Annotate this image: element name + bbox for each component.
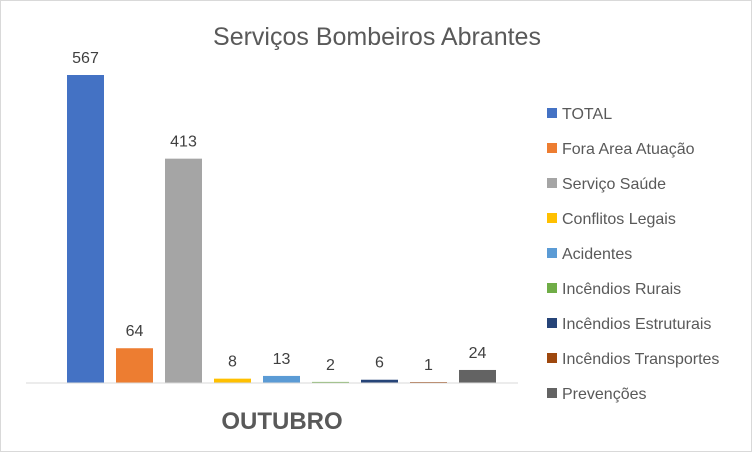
data-label-acidentes: 13 [273, 351, 291, 368]
data-label-prevencoes: 24 [469, 345, 487, 362]
legend-label-prevencoes: Prevenções [562, 386, 647, 403]
legend-label-incendios-transportes: Incêndios Transportes [562, 351, 719, 368]
chart-title: Serviços Bombeiros Abrantes [213, 23, 541, 51]
bar-conflitos-legais [214, 378, 251, 383]
bar-servico-saude [165, 158, 202, 383]
bar-incendios-rurais [312, 381, 349, 383]
data-label-servico-saude: 413 [170, 134, 197, 151]
legend-label-servico-saude: Serviço Saúde [562, 176, 666, 193]
legend-label-incendios-rurais: Incêndios Rurais [562, 281, 681, 298]
data-label-conflitos-legais: 8 [228, 354, 237, 371]
data-label-incendios-rurais: 2 [326, 357, 335, 374]
legend-swatch-incendios-rurais [547, 283, 557, 293]
bar-incendios-estruturais [361, 379, 398, 383]
legend-label-acidentes: Acidentes [562, 246, 632, 263]
data-label-incendios-transportes: 1 [424, 357, 433, 374]
legend-swatch-conflitos-legais [547, 213, 557, 223]
legend-swatch-incendios-transportes [547, 353, 557, 363]
legend-swatch-servico-saude [547, 178, 557, 188]
legend-swatch-total [547, 108, 557, 118]
legend-label-fora-area-atuacao: Fora Area Atuação [562, 141, 695, 158]
bar-fora-area-atuacao [116, 348, 153, 383]
bar-prevencoes [459, 369, 496, 383]
legend-label-incendios-estruturais: Incêndios Estruturais [562, 316, 711, 333]
legend-label-total: TOTAL [562, 106, 612, 123]
data-label-total: 567 [72, 50, 99, 67]
legend-swatch-acidentes [547, 248, 557, 258]
bar-total [67, 75, 104, 383]
legend-label-conflitos-legais: Conflitos Legais [562, 211, 676, 228]
bars-group [67, 75, 496, 383]
legend-swatch-fora-area-atuacao [547, 143, 557, 153]
category-label: OUTUBRO [221, 408, 342, 435]
legend-swatch-prevencoes [547, 388, 557, 398]
bar-acidentes [263, 375, 300, 383]
legend: TOTAL Fora Area Atuação Serviço Saúde Confl… [547, 106, 719, 403]
data-label-incendios-estruturais: 6 [375, 355, 384, 372]
legend-swatch-incendios-estruturais [547, 318, 557, 328]
data-labels-group: 567 64 413 8 13 2 6 1 24 [72, 50, 486, 374]
data-label-fora-area-atuacao: 64 [126, 323, 144, 340]
